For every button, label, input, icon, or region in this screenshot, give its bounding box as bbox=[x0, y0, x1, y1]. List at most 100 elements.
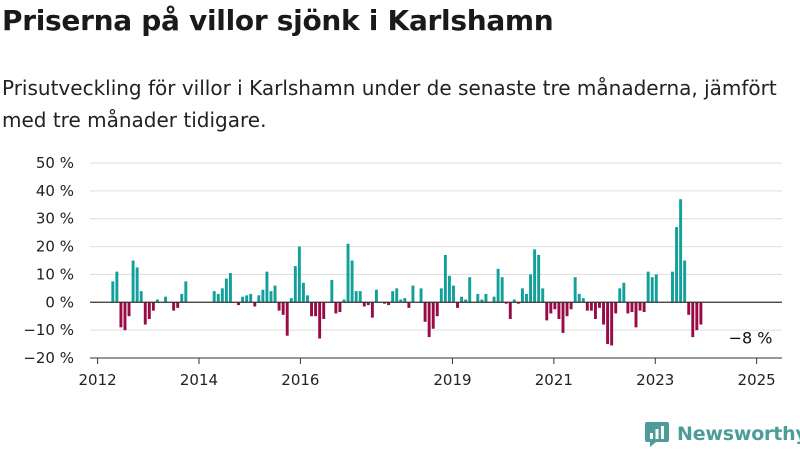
bar bbox=[334, 302, 338, 314]
bar bbox=[261, 289, 265, 303]
y-axis-labels: 50 % 40 % 30 % 20 % 10 % 0 % −10 % −20 % bbox=[23, 154, 74, 367]
bar bbox=[411, 285, 415, 303]
bar bbox=[691, 302, 695, 338]
y-tick-label: 20 % bbox=[36, 238, 74, 256]
bar bbox=[452, 285, 455, 303]
axes bbox=[90, 301, 782, 364]
bar bbox=[496, 268, 500, 303]
bar bbox=[638, 302, 642, 311]
bar bbox=[354, 291, 358, 303]
bar bbox=[516, 302, 520, 304]
bar bbox=[561, 302, 565, 333]
y-tick-label: 50 % bbox=[36, 154, 74, 172]
bar bbox=[370, 302, 374, 318]
y-tick-label: 30 % bbox=[36, 210, 74, 228]
bar bbox=[504, 302, 508, 304]
bar bbox=[577, 293, 581, 303]
y-tick-label: 0 % bbox=[45, 293, 74, 311]
bar bbox=[654, 274, 658, 303]
bar bbox=[184, 281, 188, 303]
bar bbox=[119, 302, 123, 328]
bar bbox=[614, 302, 618, 314]
bar bbox=[618, 288, 622, 303]
y-tick-label: 40 % bbox=[36, 182, 74, 200]
bar bbox=[431, 302, 435, 329]
bar bbox=[464, 299, 468, 303]
bar bbox=[443, 254, 447, 303]
annotations: −8 % bbox=[729, 329, 773, 348]
bar bbox=[460, 296, 464, 303]
bar bbox=[634, 302, 638, 328]
bar bbox=[456, 302, 460, 308]
bar bbox=[679, 199, 683, 303]
bar bbox=[338, 302, 342, 313]
bar bbox=[143, 302, 147, 325]
bar bbox=[606, 302, 610, 345]
bar bbox=[533, 249, 537, 303]
bar bbox=[342, 299, 346, 303]
bar bbox=[492, 296, 496, 303]
x-tick-label: 2012 bbox=[79, 371, 117, 389]
bar bbox=[541, 288, 545, 303]
bar bbox=[228, 273, 232, 303]
bar bbox=[529, 274, 533, 303]
bar bbox=[484, 293, 488, 303]
bar bbox=[407, 302, 411, 308]
bar bbox=[212, 291, 216, 303]
bar bbox=[127, 302, 131, 317]
newsworthy-logo-icon bbox=[645, 422, 669, 447]
bar bbox=[383, 302, 387, 304]
bar bbox=[419, 288, 423, 303]
bar bbox=[314, 302, 318, 317]
bar bbox=[598, 302, 601, 308]
bar bbox=[683, 260, 687, 303]
gridlines bbox=[90, 162, 782, 359]
bar bbox=[265, 271, 269, 303]
x-axis-labels: 2012 2014 2016 2019 2021 2023 2025 bbox=[79, 371, 776, 389]
bar bbox=[346, 243, 350, 303]
brand-footer[interactable]: Newsworthy bbox=[644, 419, 800, 449]
bar bbox=[387, 302, 391, 306]
chart-subtitle: Prisutveckling för villor i Karlshamn un… bbox=[2, 76, 777, 132]
bar bbox=[366, 302, 370, 306]
bar bbox=[622, 282, 626, 303]
bar bbox=[695, 302, 699, 331]
x-tick-label: 2025 bbox=[738, 371, 776, 389]
bar bbox=[391, 291, 395, 303]
bar bbox=[123, 302, 127, 331]
bar bbox=[573, 277, 577, 303]
bar bbox=[520, 288, 524, 303]
bar bbox=[646, 271, 650, 303]
bar bbox=[512, 299, 516, 303]
x-tick-label: 2023 bbox=[636, 371, 674, 389]
x-tick-label: 2021 bbox=[535, 371, 573, 389]
bar bbox=[630, 302, 634, 313]
bar bbox=[139, 291, 143, 303]
bar bbox=[216, 293, 220, 303]
bars bbox=[111, 199, 703, 346]
bar bbox=[358, 291, 362, 303]
bar bbox=[447, 275, 451, 303]
bar bbox=[330, 280, 334, 303]
x-tick-label: 2016 bbox=[281, 371, 319, 389]
bar bbox=[310, 302, 314, 317]
bar bbox=[565, 302, 569, 317]
bar bbox=[220, 288, 224, 303]
bar bbox=[687, 302, 691, 315]
y-tick-label: 10 % bbox=[36, 265, 74, 283]
bar bbox=[589, 302, 593, 311]
bar bbox=[176, 302, 180, 308]
bar bbox=[581, 298, 585, 303]
bar bbox=[147, 302, 151, 319]
bar bbox=[172, 302, 176, 311]
bar bbox=[671, 271, 674, 303]
bar bbox=[322, 302, 326, 319]
bar bbox=[585, 302, 589, 311]
bar bbox=[301, 282, 305, 303]
bar bbox=[374, 289, 378, 303]
brand-name: Newsworthy bbox=[677, 423, 800, 445]
bar bbox=[285, 302, 289, 336]
bar bbox=[399, 299, 403, 303]
bar bbox=[476, 293, 480, 303]
